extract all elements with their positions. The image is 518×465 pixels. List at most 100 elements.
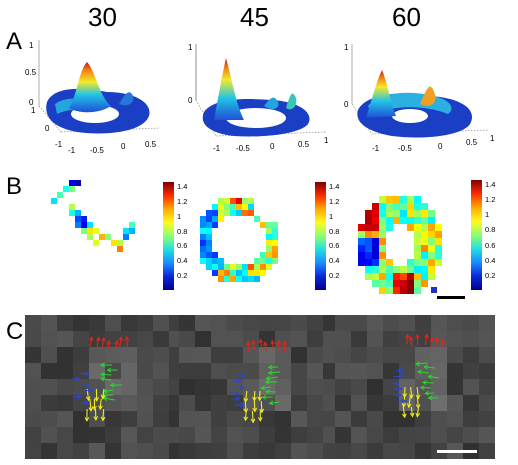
z-tick-0: 0 — [29, 98, 34, 107]
vector-arrow-head — [234, 390, 240, 396]
vector-arrow — [271, 340, 274, 350]
heatmap-pixel — [379, 245, 386, 252]
image-pixel — [73, 427, 89, 443]
heatmap-pixel — [236, 210, 242, 216]
heatmap-pixel — [365, 273, 372, 280]
heatmap-pixel — [372, 266, 379, 273]
heatmap-pixel — [224, 264, 230, 270]
heatmap-pixel — [260, 264, 266, 270]
colorbar-tick: 1 — [485, 210, 490, 220]
heatmap-pixel — [206, 258, 212, 264]
image-pixel — [243, 379, 259, 395]
vector-arrow — [428, 375, 439, 379]
heatmap-pixel — [421, 273, 428, 280]
heatmap-pixel — [407, 224, 414, 231]
vector-arrow — [253, 400, 256, 412]
image-pixel — [179, 395, 195, 411]
image-pixel — [275, 379, 291, 395]
colorbar-tick: 0.2 — [485, 270, 496, 280]
heatmap-pixel — [51, 198, 57, 204]
vector-arrow-head — [84, 371, 90, 377]
heatmap-pixel — [421, 231, 428, 238]
vector-arrow-head — [427, 395, 433, 401]
heatmap-pixel — [414, 266, 421, 273]
heatmap-pixel — [129, 222, 135, 228]
image-pixel — [367, 443, 383, 459]
vector-arrow — [259, 339, 263, 350]
image-pixel — [335, 331, 351, 347]
vector-arrow — [89, 398, 92, 411]
image-pixel — [383, 379, 399, 395]
image-pixel — [105, 411, 121, 427]
image-pixel — [243, 363, 259, 379]
image-pixel — [463, 347, 479, 363]
heatmap-pixel — [358, 231, 365, 238]
vector-arrow-head — [423, 364, 428, 370]
image-pixel — [275, 411, 291, 427]
image-pixel — [383, 443, 399, 459]
heatmap-pixel — [242, 198, 248, 204]
image-pixel — [73, 315, 89, 331]
image-pixel — [227, 331, 243, 347]
heatmap-pixel — [206, 222, 212, 228]
heatmap-pixel — [224, 204, 230, 210]
vector-arrow-head — [268, 400, 274, 406]
image-pixel — [335, 443, 351, 459]
image-pixel — [25, 331, 41, 347]
heatmap-pixel — [414, 217, 421, 224]
image-pixel — [479, 395, 495, 411]
vector-arrow-head — [401, 413, 407, 419]
heatmap-pixel — [212, 210, 218, 216]
image-pixel — [137, 443, 153, 459]
vector-arrow — [396, 369, 404, 372]
image-pixel — [121, 443, 137, 459]
heatmap-pixel — [414, 287, 421, 294]
vector-arrow — [268, 371, 280, 374]
heatmap-pixel — [365, 217, 372, 224]
vector-arrow-head — [415, 394, 421, 400]
image-pixel — [179, 411, 195, 427]
image-pixel — [73, 347, 89, 363]
image-pixel — [431, 395, 447, 411]
heatmap-pixel — [435, 245, 442, 252]
image-pixel — [121, 395, 137, 411]
heatmap-pixel — [93, 240, 99, 246]
vector-arrow-head — [252, 396, 257, 402]
heatmap-pixel — [428, 217, 435, 224]
heatmap-pixel — [421, 266, 428, 273]
heatmap-pixel — [393, 196, 400, 203]
heatmap-pixel — [272, 252, 278, 258]
heatmap-pixel — [218, 258, 224, 264]
image-pixel — [463, 315, 479, 331]
vector-arrow — [260, 400, 263, 413]
vector-arrow — [244, 410, 247, 421]
heatmap-pixel — [260, 258, 266, 264]
image-pixel — [243, 427, 259, 443]
image-pixel — [57, 315, 73, 331]
colorbar-tick: 0.4 — [329, 256, 340, 266]
heatmap-pixel — [421, 238, 428, 245]
image-pixel — [335, 395, 351, 411]
heatmap-pixel — [428, 238, 435, 245]
image-pixel — [243, 443, 259, 459]
heatmap-pixel — [266, 258, 272, 264]
vector-arrow-head — [243, 416, 249, 422]
vector-arrow-head — [88, 406, 94, 412]
vector-arrow-head — [77, 394, 83, 399]
image-pixel — [121, 315, 137, 331]
image-pixel — [463, 379, 479, 395]
vector-arrow — [406, 334, 409, 345]
image-pixel — [243, 331, 259, 347]
vector-arrow — [402, 406, 406, 418]
image-pixel — [307, 379, 323, 395]
vector-arrow-head — [99, 376, 105, 382]
image-pixel — [211, 411, 227, 427]
heatmap-pixel — [254, 270, 260, 276]
image-pixel — [89, 427, 105, 443]
image-pixel — [431, 363, 447, 379]
vector-arrow — [100, 378, 112, 381]
heatmap-pixel — [386, 224, 393, 231]
image-pixel — [351, 363, 367, 379]
vector-arrow — [266, 376, 278, 380]
image-pixel — [431, 379, 447, 395]
